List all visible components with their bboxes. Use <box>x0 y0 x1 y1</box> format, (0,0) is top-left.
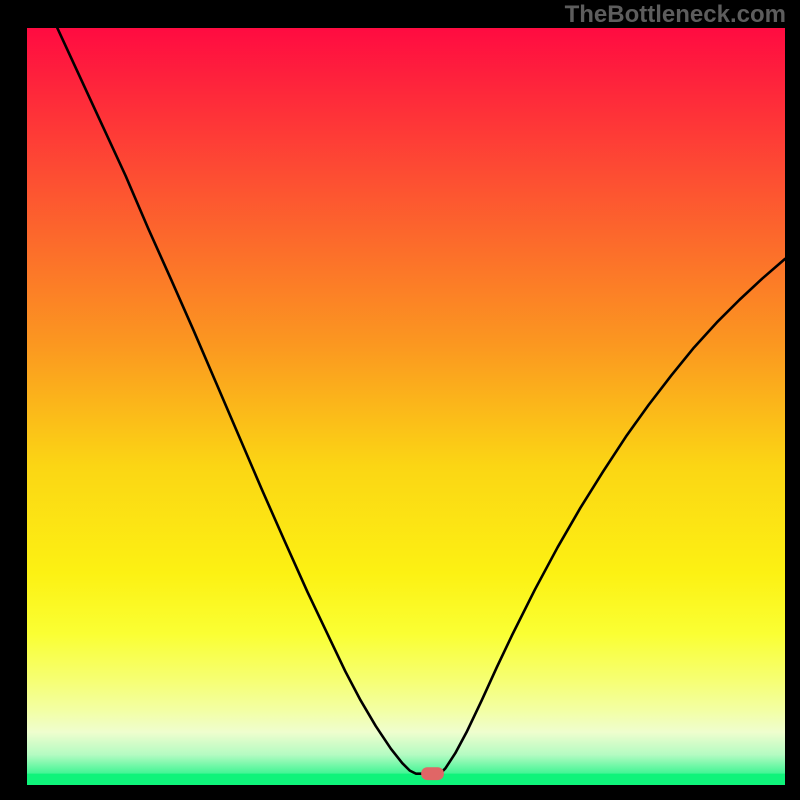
chart-frame: TheBottleneck.com <box>0 0 800 800</box>
minimum-marker <box>27 28 785 785</box>
plot-area <box>27 28 785 785</box>
watermark-text: TheBottleneck.com <box>565 1 786 29</box>
